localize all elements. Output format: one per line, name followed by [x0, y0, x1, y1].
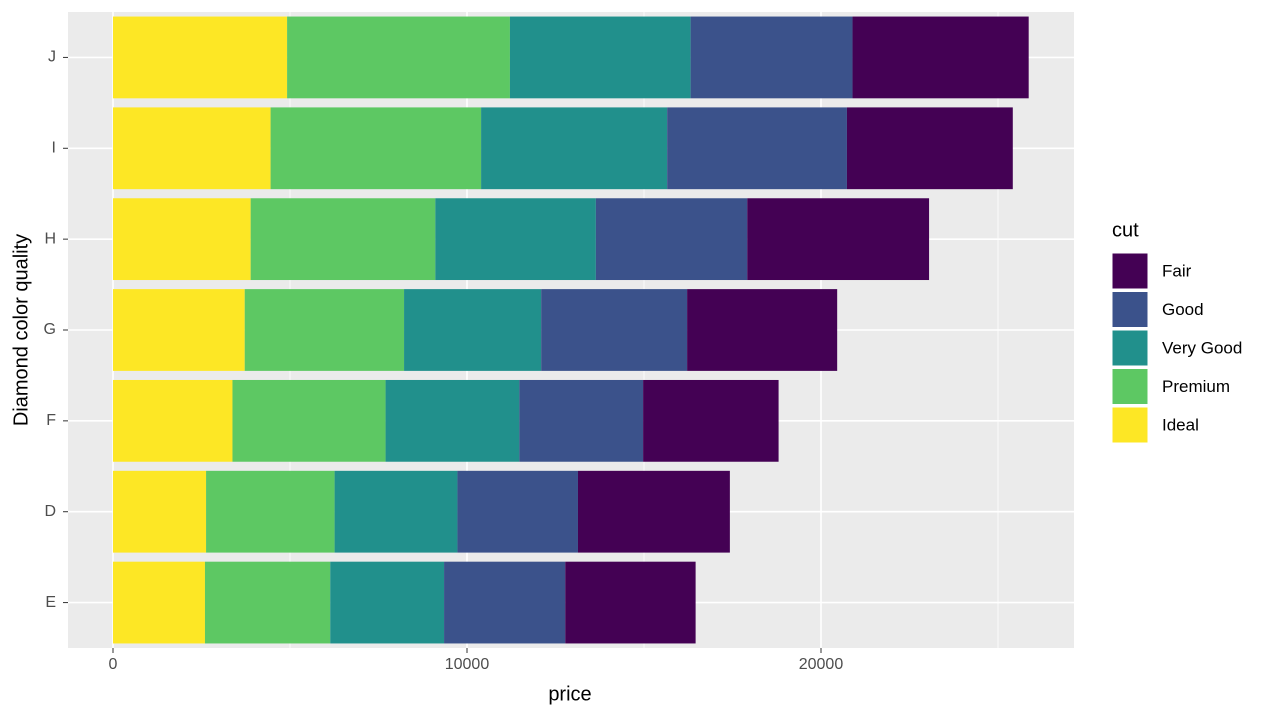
x-axis-title: price: [548, 683, 591, 705]
bar: [250, 198, 436, 281]
bar: [509, 16, 691, 99]
bar: [404, 289, 542, 371]
legend-swatch: [1111, 368, 1149, 405]
bar: [690, 16, 853, 99]
bar: [232, 379, 386, 462]
bar: [287, 16, 510, 99]
legend-swatch: [1111, 291, 1149, 328]
bar: [112, 470, 207, 553]
bar: [565, 561, 696, 644]
bar: [385, 379, 520, 462]
legend-label: Good: [1162, 300, 1204, 319]
legend-label: Premium: [1162, 377, 1230, 396]
bar: [747, 198, 930, 281]
bar: [112, 379, 233, 462]
bar: [595, 198, 748, 281]
bar: [244, 289, 405, 371]
bar: [457, 470, 578, 553]
bar: [270, 107, 482, 190]
y-tick-label: I: [52, 140, 56, 157]
bar: [204, 561, 331, 644]
bar: [112, 561, 205, 644]
legend-swatch: [1111, 252, 1149, 290]
bar: [206, 470, 335, 553]
y-tick-label: H: [44, 230, 56, 247]
bar: [481, 107, 668, 190]
x-tick-label: 0: [109, 656, 118, 673]
bar: [444, 561, 566, 644]
x-tick-label: 10000: [445, 656, 490, 673]
legend-label: Fair: [1162, 261, 1192, 280]
legend-label: Very Good: [1162, 338, 1242, 357]
bar: [577, 470, 730, 553]
legend-label: Ideal: [1162, 415, 1199, 434]
y-tick-label: D: [44, 503, 56, 520]
x-tick-label: 20000: [799, 656, 844, 673]
bar: [330, 561, 445, 644]
bar: [541, 289, 688, 371]
y-tick-label: F: [46, 412, 56, 429]
bar: [852, 16, 1029, 99]
bar: [519, 379, 644, 462]
bar: [112, 16, 288, 99]
bar: [667, 107, 847, 190]
bar: [435, 198, 596, 281]
legend-swatch: [1111, 329, 1149, 367]
bar: [643, 379, 779, 462]
bar: [112, 198, 251, 281]
bar: [112, 107, 271, 190]
y-tick-label: J: [48, 49, 56, 66]
bar: [846, 107, 1013, 190]
legend-swatch: [1111, 406, 1149, 444]
bar: [334, 470, 458, 553]
legend-title: cut: [1112, 219, 1139, 241]
bar: [687, 289, 838, 371]
bar: [112, 289, 245, 371]
y-tick-label: G: [44, 321, 56, 338]
y-tick-label: E: [45, 594, 56, 611]
y-axis-title: Diamond color quality: [10, 234, 32, 426]
